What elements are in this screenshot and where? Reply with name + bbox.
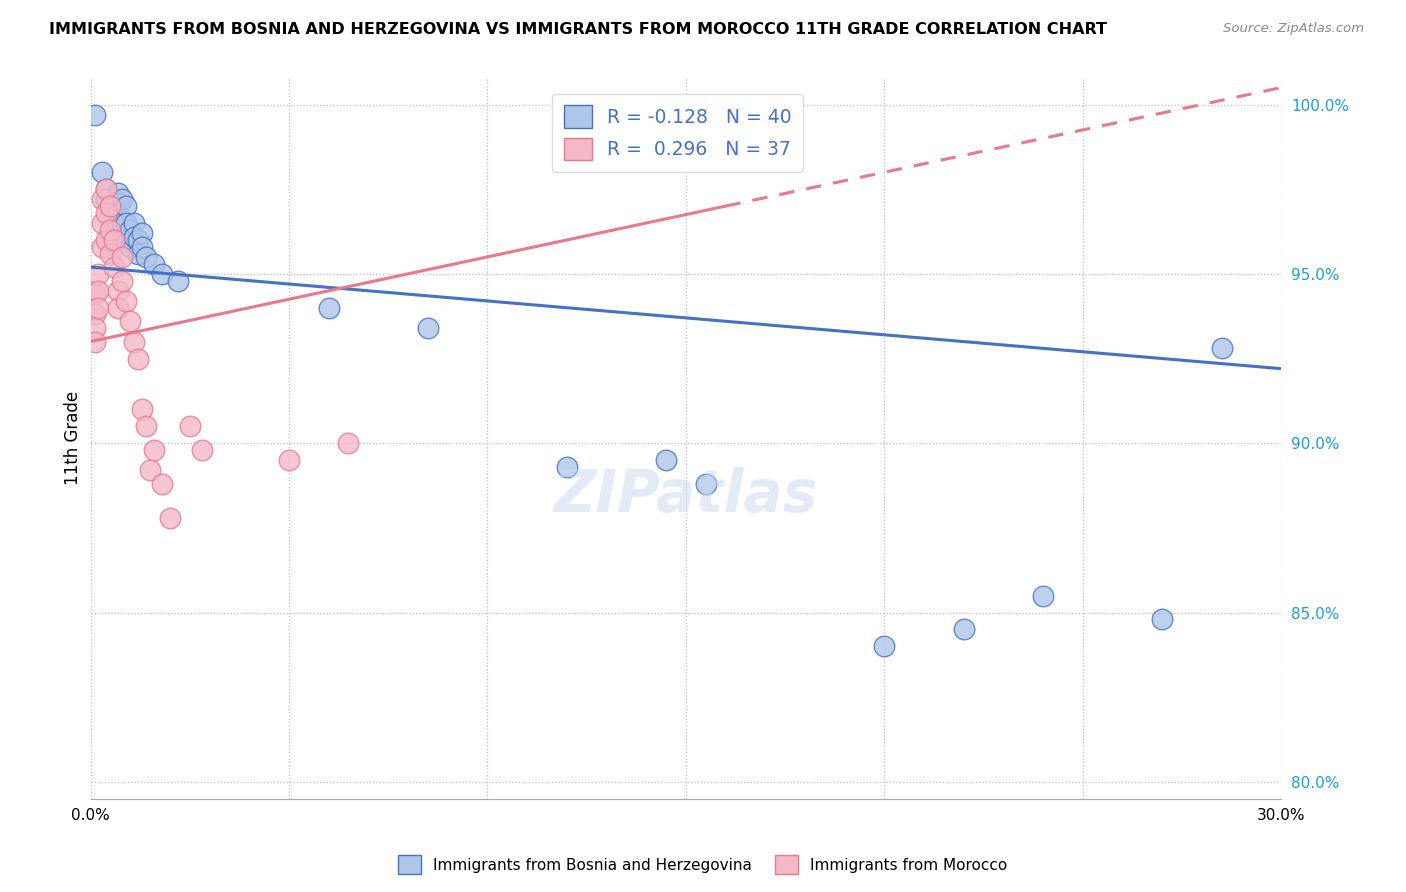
Point <box>107 186 129 200</box>
Legend: R = -0.128   N = 40, R =  0.296   N = 37: R = -0.128 N = 40, R = 0.296 N = 37 <box>553 94 803 171</box>
Point <box>318 301 340 315</box>
Point <box>166 274 188 288</box>
Point <box>100 246 122 260</box>
Point <box>1150 612 1173 626</box>
Point <box>873 640 896 654</box>
Point <box>91 165 114 179</box>
Point <box>107 206 129 220</box>
Point <box>111 250 134 264</box>
Point <box>416 321 439 335</box>
Point <box>111 233 134 247</box>
Text: ZIPatlas: ZIPatlas <box>554 467 818 524</box>
Point <box>87 301 110 315</box>
Point <box>127 351 149 366</box>
Point <box>131 402 153 417</box>
Point <box>135 250 157 264</box>
Point <box>83 108 105 122</box>
Point <box>131 226 153 240</box>
Point <box>952 623 974 637</box>
Point <box>103 216 125 230</box>
Point <box>100 199 122 213</box>
Point <box>115 233 138 247</box>
Point <box>131 240 153 254</box>
Point <box>96 182 118 196</box>
Point <box>278 453 301 467</box>
Point <box>139 463 162 477</box>
Point <box>1032 589 1054 603</box>
Point <box>337 436 360 450</box>
Point <box>555 97 578 112</box>
Point <box>159 510 181 524</box>
Point <box>150 476 173 491</box>
Point <box>87 267 110 281</box>
Point <box>135 419 157 434</box>
Point <box>96 233 118 247</box>
Point <box>107 219 129 234</box>
Text: Source: ZipAtlas.com: Source: ZipAtlas.com <box>1223 22 1364 36</box>
Point <box>143 257 166 271</box>
Point <box>150 267 173 281</box>
Point <box>555 459 578 474</box>
Text: IMMIGRANTS FROM BOSNIA AND HERZEGOVINA VS IMMIGRANTS FROM MOROCCO 11TH GRADE COR: IMMIGRANTS FROM BOSNIA AND HERZEGOVINA V… <box>49 22 1107 37</box>
Point <box>107 301 129 315</box>
Point <box>107 195 129 210</box>
Point <box>127 246 149 260</box>
Point <box>103 233 125 247</box>
Point <box>179 419 201 434</box>
Point <box>96 206 118 220</box>
Point <box>83 308 105 322</box>
Point <box>111 216 134 230</box>
Point <box>115 216 138 230</box>
Point <box>115 293 138 308</box>
Point <box>143 442 166 457</box>
Point <box>87 284 110 298</box>
Point <box>100 223 122 237</box>
Point <box>115 199 138 213</box>
Point <box>83 287 105 301</box>
Point <box>122 334 145 349</box>
Point <box>83 321 105 335</box>
Point <box>103 206 125 220</box>
Point <box>190 442 212 457</box>
Point <box>111 192 134 206</box>
Point <box>91 192 114 206</box>
Point <box>96 192 118 206</box>
Point <box>103 260 125 274</box>
Point <box>91 216 114 230</box>
Point <box>122 229 145 244</box>
Point <box>83 334 105 349</box>
Point <box>127 233 149 247</box>
Point <box>96 182 118 196</box>
Point <box>120 223 142 237</box>
Point <box>1211 342 1233 356</box>
Point <box>655 453 678 467</box>
Point <box>120 314 142 328</box>
Point <box>91 240 114 254</box>
Point <box>100 199 122 213</box>
Point <box>122 216 145 230</box>
Point <box>111 274 134 288</box>
Point <box>100 209 122 223</box>
Point <box>120 240 142 254</box>
Y-axis label: 11th Grade: 11th Grade <box>65 391 82 485</box>
Legend: Immigrants from Bosnia and Herzegovina, Immigrants from Morocco: Immigrants from Bosnia and Herzegovina, … <box>392 849 1014 880</box>
Point <box>695 476 717 491</box>
Point <box>107 284 129 298</box>
